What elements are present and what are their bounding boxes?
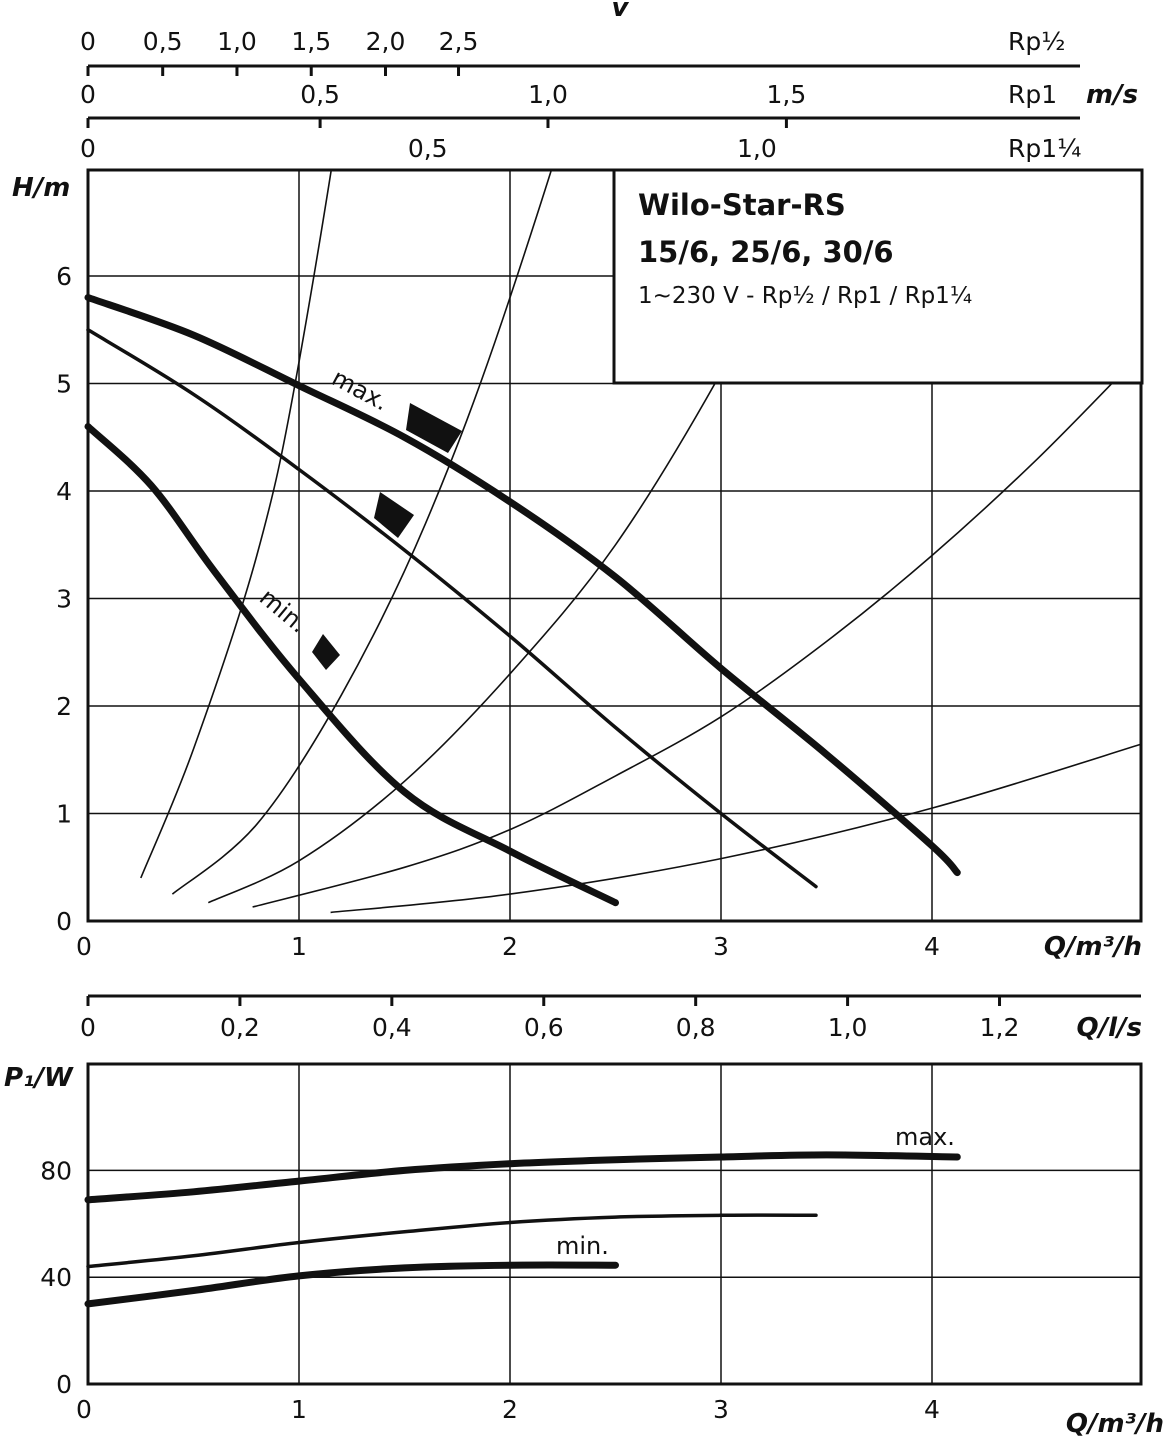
power-x-tick-label: 0 [76,1395,92,1424]
power-curve-min [84,1261,619,1308]
power-y-tick-label: 40 [40,1263,72,1292]
velocity-unit-label: m/s [1086,80,1138,110]
power-y-axis-label: P₁/W [4,1063,74,1093]
head-curves: max.min. [84,294,961,907]
power-x-tick-label: 3 [713,1395,729,1424]
ls-tick-label: 0,8 [676,1013,716,1042]
ls-tick-label: 1,2 [980,1013,1020,1042]
power-x-tick-label: 4 [924,1395,940,1424]
system-curves [140,170,1141,914]
pipe-size-label: Rp1¼ [1008,134,1081,163]
head-x-tick-label: 3 [713,932,729,961]
ls-axis-label: Q/l/s [1077,1013,1142,1043]
power-tick-labels: 0 40 80 0 1 2 3 4 P₁/W Q/m³/h [4,1063,1164,1439]
head-x-tick-label: 4 [924,932,940,961]
legend-caption: 1~230 V - Rp½ / Rp1 / Rp1¼ [638,283,972,309]
velocity-tick-label: 0,5 [300,80,340,109]
power-y-tick-label: 0 [56,1370,72,1399]
velocity-tick-label: 2,5 [439,27,479,56]
head-curve-label-max: max. [327,364,393,417]
power-y-tick-label: 80 [40,1156,72,1185]
head-curve-min [84,423,619,907]
speed-marker-max [406,403,462,453]
head-y-tick-label: 5 [56,370,72,399]
legend-title: Wilo-Star-RS [638,188,846,222]
head-y-axis-label: H/m [12,173,70,203]
ls-tick-label: 0,4 [372,1013,412,1042]
head-y-tick-label: 2 [56,692,72,721]
system-curve [252,352,1141,908]
power-plot-frame [86,1062,1143,1386]
power-x-tick-label: 1 [291,1395,307,1424]
head-y-tick-label: 1 [56,800,72,829]
power-curve-mid [86,1213,818,1269]
legend-subtitle: 15/6, 25/6, 30/6 [638,235,894,269]
ls-tick-label: 0 [80,1013,96,1042]
pipe-size-label: Rp1 [1008,80,1057,109]
system-curve [330,743,1141,914]
power-x-tick-label: 2 [502,1395,518,1424]
velocity-tick-label: 0,5 [408,134,448,163]
velocity-title: v [612,0,630,23]
power-curves: max. min. [84,1123,961,1308]
ls-tick-label: 0,2 [220,1013,260,1042]
velocity-tick-label: 1,0 [217,27,257,56]
head-x-tick-label: 0 [76,932,92,961]
legend-box [612,168,1144,385]
speed-marker-min [312,634,340,670]
head-y-tick-label: 6 [56,262,72,291]
velocity-tick-label: 0,5 [143,27,183,56]
head-y-tick-label: 3 [56,585,72,614]
ls-tick-label: 0,6 [524,1013,564,1042]
velocity-tick-label: 2,0 [366,27,406,56]
velocity-tick-label: 1,0 [528,80,568,109]
speed-marker-mid [374,492,414,538]
power-x-axis-label: Q/m³/h [1066,1409,1164,1439]
flow-scale-ls: 0 0,2 0,4 0,6 0,8 1,0 1,2 Q/l/s [80,994,1142,1043]
velocity-tick-label: 0 [80,80,96,109]
head-curve-mid [86,328,818,889]
pipe-size-label: Rp½ [1008,27,1065,56]
velocity-tick-label: 0 [80,27,96,56]
power-curve-label-max: max. [895,1123,955,1151]
head-curve-max [84,294,961,877]
system-curve [140,170,333,879]
power-curve-max [84,1151,961,1204]
ls-tick-label: 1,0 [828,1013,868,1042]
head-y-tick-label: 4 [56,477,72,506]
power-curve-label-min: min. [556,1232,609,1260]
velocity-tick-label: 1,5 [767,80,807,109]
head-tick-labels: 0 1 2 3 4 5 6 0 1 2 3 4 H/m Q/m³/h [12,173,1142,962]
head-x-tick-label: 2 [502,932,518,961]
velocity-scales: v 0 0,5 1,0 1,5 2,0 2,5 Rp½ 0 0,5 1,0 1,5 Rp1 0 0,5 1,0… [80,0,1138,163]
velocity-tick-label: 1,0 [737,134,777,163]
head-x-tick-label: 1 [291,932,307,961]
velocity-tick-label: 0 [80,134,96,163]
power-chart-grid [86,1062,1143,1386]
head-y-tick-label: 0 [56,907,72,936]
system-curve [171,170,553,895]
velocity-tick-label: 1,5 [291,27,331,56]
head-x-axis-label: Q/m³/h [1044,932,1142,962]
